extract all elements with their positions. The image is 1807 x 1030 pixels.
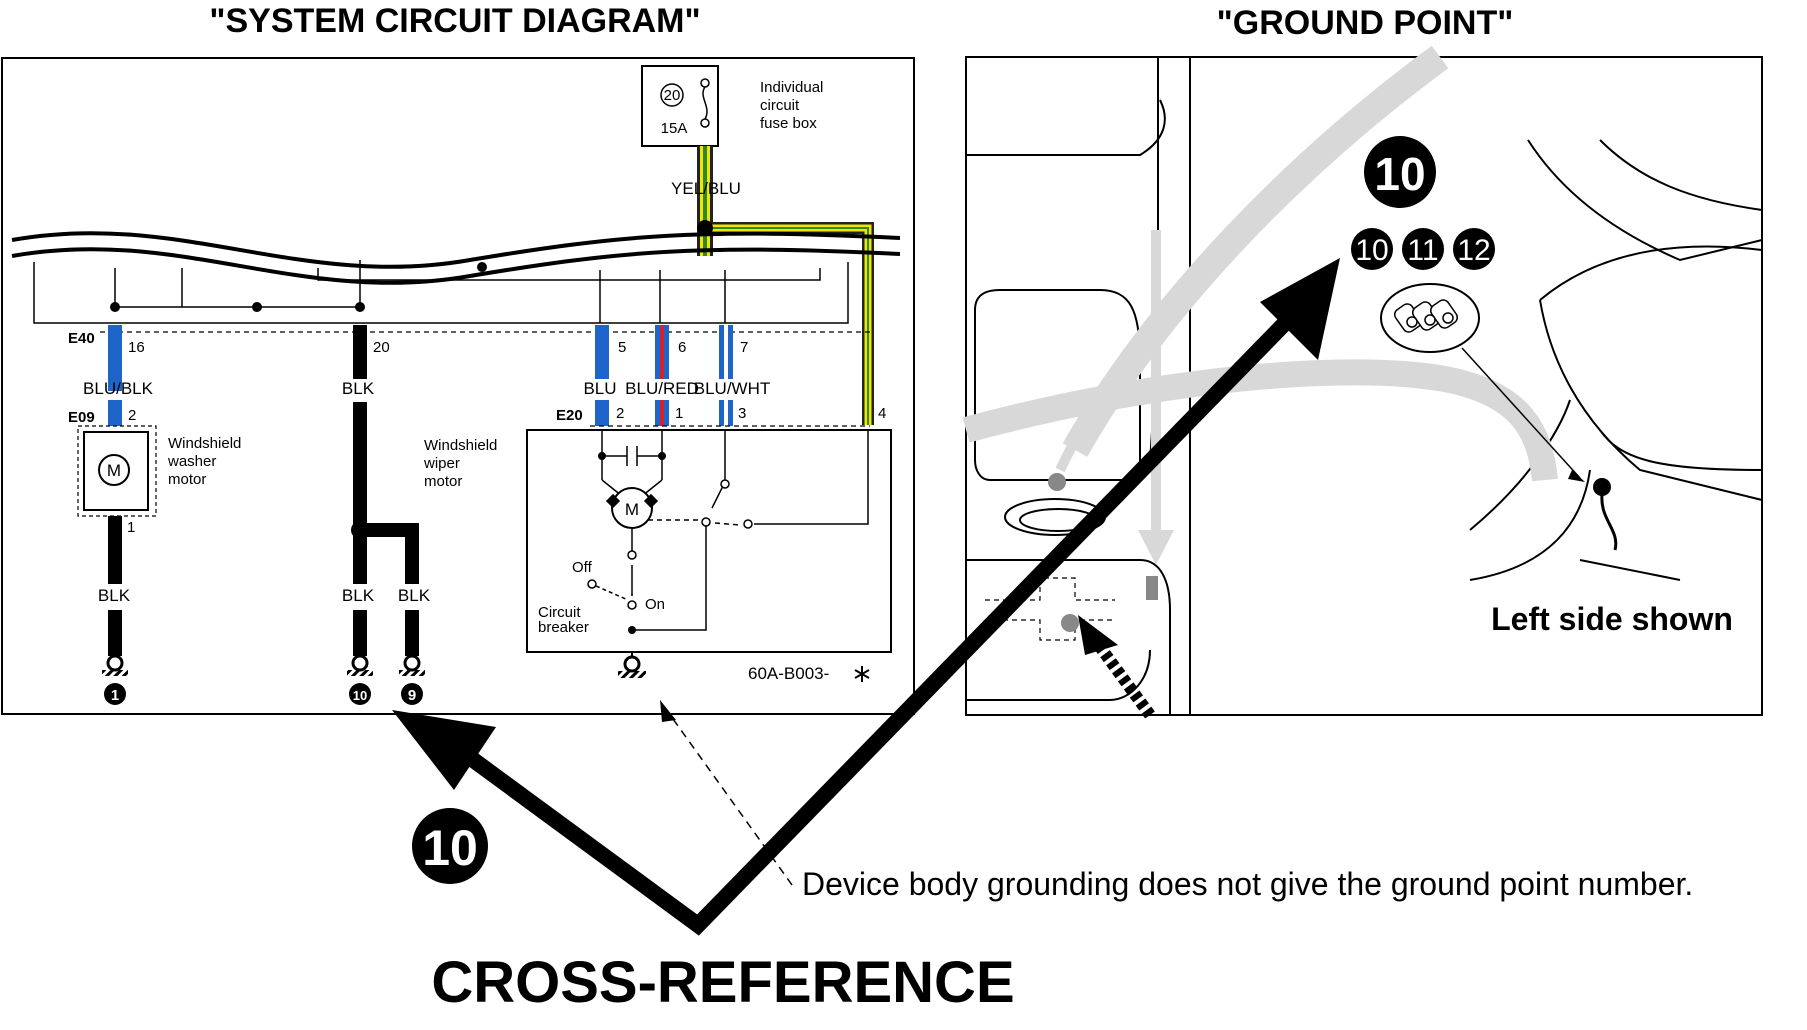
wire-blu-blk-upper xyxy=(108,325,122,391)
left-side-caption: Left side shown xyxy=(1491,601,1733,637)
wire-blu-blk-lower xyxy=(108,400,122,426)
wire-blu xyxy=(595,325,609,379)
harness-band-bottom xyxy=(11,247,901,285)
pin-7: 7 xyxy=(740,339,748,356)
ground-point-big-number-badge xyxy=(1364,136,1436,208)
ground-symbol-9: 9 xyxy=(399,654,425,705)
wire-label-blk-4: BLK xyxy=(398,586,431,605)
ground-point-big-number: 10 xyxy=(1374,148,1425,200)
splice-point xyxy=(697,220,713,236)
wire-blk-branch xyxy=(360,523,419,584)
wire-label-blu: BLU xyxy=(583,379,616,398)
circuit-diagram-frame xyxy=(1,57,915,715)
pin-e09-2: 2 xyxy=(128,407,136,424)
arrowhead-to-ground-point xyxy=(1260,258,1340,360)
wire-label-blk-2: BLK xyxy=(342,379,375,398)
wiper-motor-m: M xyxy=(625,500,639,519)
ground-number-9: 9 xyxy=(408,687,416,704)
ground-point-panel: 10 10 11 12 Left side shown xyxy=(962,45,1763,719)
pin-16: 16 xyxy=(128,339,145,356)
fuse-box-label-1: Individual xyxy=(760,79,823,96)
pin-6: 6 xyxy=(678,339,686,356)
pin-e20-2: 2 xyxy=(616,405,624,422)
pin-e20-1: 1 xyxy=(675,405,683,422)
terminal-leader-line xyxy=(1461,347,1581,479)
connector-e09: E09 xyxy=(68,409,95,426)
breaker-switch xyxy=(595,585,629,601)
wiper-motor-label-2: wiper xyxy=(423,455,460,472)
fuse-symbol xyxy=(702,86,708,120)
circuit-diagram-panel: 20 15A Individual circuit fuse box YEL/B… xyxy=(1,57,915,715)
wire-blk-washer xyxy=(108,516,122,584)
ground-number-1: 1 xyxy=(111,687,119,704)
breaker-label-2: breaker xyxy=(538,619,589,636)
breaker-off: Off xyxy=(572,559,593,576)
wiper-motor-label-3: motor xyxy=(424,473,462,490)
wire-label-blu-red: BLU/RED xyxy=(625,379,699,398)
washer-motor-label-1: Windshield xyxy=(168,435,241,452)
harness-band-top xyxy=(11,231,901,269)
gray-guide-arrow-2 xyxy=(962,359,1558,482)
ref-number: 10 xyxy=(422,820,478,876)
wire-label-blu-wht: BLU/WHT xyxy=(694,379,771,398)
ref-number-badge xyxy=(412,808,488,884)
ground-symbol-10: 10 xyxy=(347,654,373,705)
wire-label-blu-blk: BLU/BLK xyxy=(83,379,154,398)
fuse-number: 20 xyxy=(664,87,681,104)
ground-point-number-12: 12 xyxy=(1457,234,1490,267)
dashed-leader-line xyxy=(667,711,793,886)
washer-motor-m: M xyxy=(107,461,121,480)
hatched-arrow xyxy=(1090,636,1155,719)
ground-bolt-point xyxy=(1593,478,1611,496)
fuse-box-label-3: fuse box xyxy=(760,115,817,132)
ground-terminal-icon xyxy=(1380,283,1480,353)
ground-number-10: 10 xyxy=(353,688,367,703)
circuit-diagram-title: "SYSTEM CIRCUIT DIAGRAM" xyxy=(209,2,700,40)
wiper-motor-label-1: Windshield xyxy=(424,437,497,454)
fuse-number-circle xyxy=(660,83,684,107)
device-body-ground xyxy=(623,655,641,673)
connector-e20: E20 xyxy=(556,407,583,424)
pin-e20-4: 4 xyxy=(878,405,886,422)
ground-point-number-10: 10 xyxy=(1355,234,1388,267)
diagram-code: 60A-B003- xyxy=(748,664,829,683)
wire-label-blk-1: BLK xyxy=(98,586,131,605)
cross-reference-label: CROSS-REFERENCE xyxy=(431,950,1014,1015)
fuse-box-label-2: circuit xyxy=(760,97,800,114)
fuse-rating: 15A xyxy=(661,120,688,137)
fuse-box: 20 15A Individual circuit fuse box xyxy=(641,65,823,147)
pin-e09-1: 1 xyxy=(127,519,135,536)
ground-symbol-1: 1 xyxy=(102,654,128,705)
washer-motor-label-3: motor xyxy=(168,471,206,488)
asterisk-icon xyxy=(854,666,870,682)
pin-20: 20 xyxy=(373,339,390,356)
breaker-on: On xyxy=(645,596,665,613)
pin-e20-3: 3 xyxy=(738,405,746,422)
cross-reference-arrow xyxy=(392,258,1340,936)
washer-motor-label-2: washer xyxy=(167,453,216,470)
connector-e40: E40 xyxy=(68,330,95,347)
wire-label-yel-blu: YEL/BLU xyxy=(671,179,741,198)
harness-box xyxy=(33,262,849,324)
washer-motor-symbol xyxy=(98,454,130,486)
yel-blu-wire xyxy=(697,146,874,425)
arrowhead-to-ground-10 xyxy=(392,710,496,790)
ground-point-title: "GROUND POINT" xyxy=(1217,4,1514,42)
ground-point-number-11: 11 xyxy=(1407,234,1438,267)
wiper-motor-internal xyxy=(601,430,869,631)
wire-blk-pin20 xyxy=(353,325,367,379)
breaker-label-1: Circuit xyxy=(538,604,581,621)
device-body-note: Device body grounding does not give the … xyxy=(802,866,1693,902)
pin-5: 5 xyxy=(618,339,626,356)
wiper-motor-box xyxy=(526,429,892,653)
wiper-motor-symbol xyxy=(611,487,653,529)
wire-label-blk-3: BLK xyxy=(342,586,375,605)
